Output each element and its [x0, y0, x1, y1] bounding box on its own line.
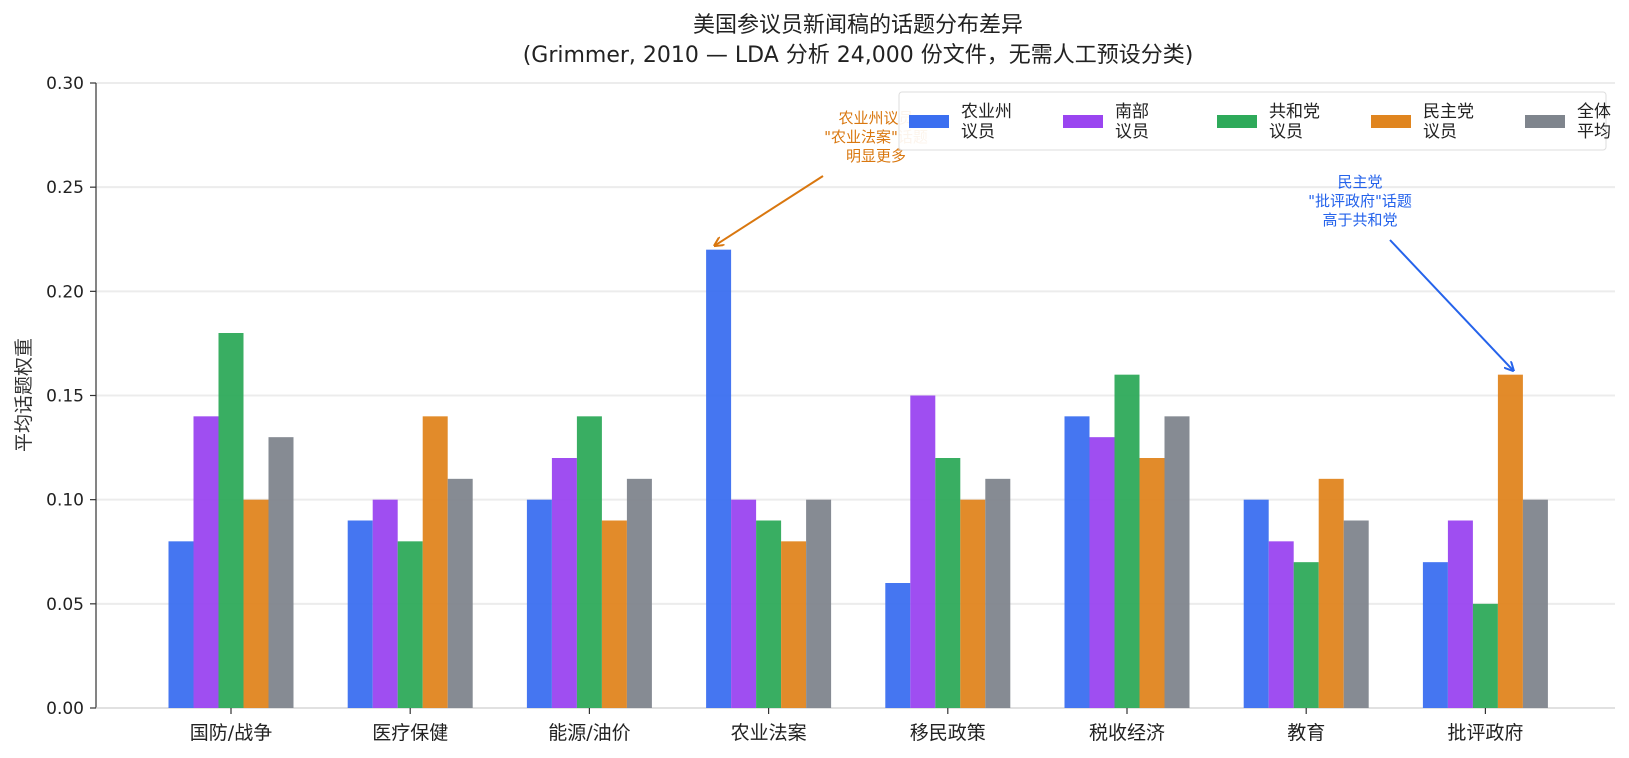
y-tick-label: 0.20 [46, 282, 84, 302]
bar [1089, 437, 1115, 708]
x-tick-label: 医疗保健 [372, 722, 448, 744]
y-tick-label: 0.30 [46, 74, 84, 94]
legend-swatch [1217, 115, 1257, 128]
annotation-text: 民主党"批评政府"话题高于共和党 [1308, 173, 1412, 229]
annotation-arrow [1389, 239, 1513, 371]
bar [706, 249, 732, 708]
legend-swatch [1371, 115, 1411, 128]
bar [781, 541, 807, 708]
y-tick-label: 0.10 [46, 491, 84, 511]
y-tick-label: 0.00 [46, 699, 84, 719]
legend-label: 农业州议员 [961, 102, 1012, 142]
bar [626, 478, 652, 708]
bar [910, 395, 936, 708]
bar [1293, 562, 1319, 708]
x-tick-label: 移民政策 [910, 722, 986, 744]
bar [168, 541, 194, 708]
bar [885, 583, 911, 708]
bar [1447, 520, 1473, 708]
legend-label: 南部议员 [1115, 102, 1149, 142]
bar [243, 499, 269, 708]
bar [935, 458, 961, 708]
y-tick-label: 0.15 [46, 387, 84, 407]
bar [985, 478, 1011, 708]
bar [1164, 416, 1190, 708]
y-axis-label: 平均话题权重 [13, 338, 35, 452]
bar [526, 499, 552, 708]
y-ticks: 0.00 0.05 0.10 0.15 0.20 0.25 0.30 [46, 74, 96, 719]
bars [168, 249, 1548, 708]
bar [397, 541, 423, 708]
bar [447, 478, 473, 708]
x-tick-label: 能源/油价 [548, 722, 630, 744]
bar [1422, 562, 1448, 708]
x-tick-label: 批评政府 [1447, 722, 1523, 744]
bar [756, 520, 782, 708]
annotation-arrow [715, 175, 824, 246]
legend-label: 全体平均 [1577, 102, 1611, 142]
y-tick-label: 0.25 [46, 178, 84, 198]
bar [1064, 416, 1090, 708]
chart-subtitle: (Grimmer, 2010 — LDA 分析 24,000 份文件，无需人工预… [523, 43, 1194, 68]
bar [1243, 499, 1269, 708]
legend: 农业州议员 南部议员 共和党议员 民主党议员 全体平均 [898, 91, 1611, 151]
legend-swatch [1063, 115, 1103, 128]
y-tick-label: 0.05 [46, 595, 84, 615]
x-tick-label: 国防/战争 [190, 722, 272, 744]
x-tick-label: 税收经济 [1089, 722, 1165, 744]
bar [731, 499, 757, 708]
bar [1268, 541, 1294, 708]
bar [422, 416, 448, 708]
bar [806, 499, 832, 708]
bar [193, 416, 219, 708]
legend-swatch [1525, 115, 1565, 128]
bar [1522, 499, 1548, 708]
x-tick-label: 教育 [1287, 722, 1325, 744]
bar [960, 499, 986, 708]
x-tick-labels: 国防/战争 医疗保健 能源/油价 农业法案 移民政策 税收经济 教育 批评政府 [190, 708, 1523, 744]
bar [347, 520, 373, 708]
bar [1472, 603, 1498, 708]
bar [1497, 374, 1523, 708]
bar [551, 458, 577, 708]
bar [1343, 520, 1369, 708]
bar [1318, 478, 1344, 708]
bar [372, 499, 398, 708]
x-tick-label: 农业法案 [731, 722, 807, 744]
bar [218, 333, 244, 708]
legend-label: 民主党议员 [1423, 102, 1474, 142]
bar [1139, 458, 1165, 708]
chart-title: 美国参议员新闻稿的话题分布差异 [693, 13, 1023, 38]
bar [576, 416, 602, 708]
bar [601, 520, 627, 708]
bar [1114, 374, 1140, 708]
legend-label: 共和党议员 [1269, 102, 1320, 142]
legend-swatch [909, 115, 949, 128]
bar [268, 437, 294, 708]
